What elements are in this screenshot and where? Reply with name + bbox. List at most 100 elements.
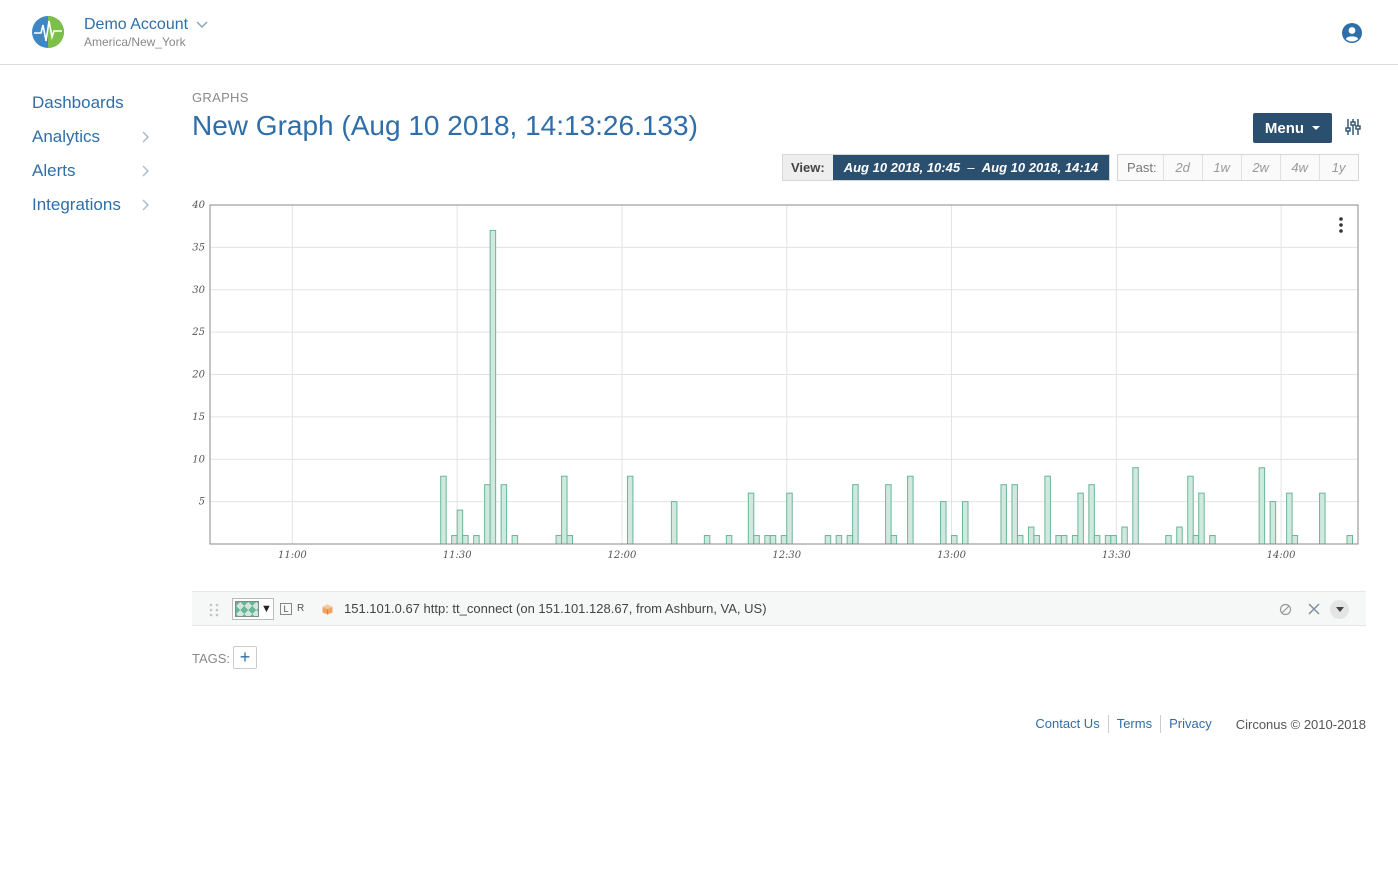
chart-bar xyxy=(1165,535,1172,545)
graph-datapoint-row: ▼ L R 151.101.0.67 http: tt_connect (on … xyxy=(192,591,1366,626)
chart-bar xyxy=(852,484,859,545)
chevron-down-icon xyxy=(196,21,208,29)
sidebar-item-integrations[interactable]: Integrations xyxy=(32,188,156,222)
footer-link-privacy[interactable]: Privacy xyxy=(1169,716,1212,731)
chart-bar xyxy=(1000,484,1007,545)
drag-handle-icon[interactable] xyxy=(208,602,220,618)
footer-link-contact[interactable]: Contact Us xyxy=(1027,715,1109,733)
x-tick-label: 12:00 xyxy=(608,550,637,561)
chart-bar xyxy=(780,535,788,545)
sidebar-item-analytics[interactable]: Analytics xyxy=(32,120,156,154)
view-start: Aug 10 2018, 10:45 xyxy=(843,160,961,175)
plot-frame xyxy=(209,204,1359,545)
chart-bar xyxy=(1033,535,1040,545)
past-option-1w[interactable]: 1w xyxy=(1201,155,1241,180)
footer-link-terms[interactable]: Terms xyxy=(1109,715,1162,733)
chart-bar xyxy=(511,535,519,545)
chart-bar xyxy=(753,535,760,545)
chart-bar xyxy=(440,475,447,545)
menu-button[interactable]: Menu xyxy=(1253,113,1332,143)
past-option-4w[interactable]: 4w xyxy=(1279,155,1319,180)
chart-bar xyxy=(1121,526,1128,545)
chart-bar xyxy=(764,535,771,545)
chart-options-icon[interactable] xyxy=(1339,217,1343,233)
view-range-selector[interactable]: View: Aug 10 2018, 10:45 – Aug 10 2018, … xyxy=(782,154,1111,181)
chevron-right-icon xyxy=(142,131,149,143)
y-tick-label: 35 xyxy=(192,242,205,253)
breadcrumb[interactable]: GRAPHS xyxy=(192,90,249,105)
account-name: Demo Account xyxy=(84,16,189,33)
past-option-2w[interactable]: 2w xyxy=(1240,155,1280,180)
chart-bar xyxy=(835,535,843,545)
chevron-right-icon xyxy=(142,165,149,177)
add-tag-button[interactable]: + xyxy=(233,646,257,669)
metric-type-icon xyxy=(322,604,333,615)
chart-bar xyxy=(484,484,491,545)
sidebar-item-label: Integrations xyxy=(32,195,121,214)
y-tick-label: 20 xyxy=(191,370,205,381)
chart-bar xyxy=(1088,484,1095,545)
x-axis: 11:00 11:30 12:00 12:30 13:00 13:30 14:00 xyxy=(278,550,1296,561)
metric-name[interactable]: 151.101.0.67 http: tt_connect (on 151.10… xyxy=(344,601,767,616)
chart-bar xyxy=(824,535,832,545)
caret-down-icon xyxy=(1312,126,1321,130)
past-option-1y[interactable]: 1y xyxy=(1318,155,1358,180)
chart-bar xyxy=(1110,535,1117,545)
account-timezone: America/New_York xyxy=(84,35,186,49)
past-label: Past: xyxy=(1127,160,1157,175)
chart-bar xyxy=(962,501,969,545)
top-bar: Demo Account America/New_York xyxy=(0,0,1398,65)
hide-series-icon[interactable] xyxy=(1279,603,1292,616)
chart-bar xyxy=(451,535,458,545)
sidebar-nav: Dashboards Analytics Alerts Integrations xyxy=(32,86,156,222)
page-title[interactable]: New Graph (Aug 10 2018, 14:13:26.133) xyxy=(192,110,698,141)
chart-bar xyxy=(1027,526,1035,545)
chart-bar xyxy=(1192,535,1200,545)
chart-bar xyxy=(1346,535,1354,545)
sidebar-item-alerts[interactable]: Alerts xyxy=(32,154,156,188)
sidebar-item-label: Alerts xyxy=(32,161,76,180)
chart-bar xyxy=(566,535,574,545)
chart-bar xyxy=(462,535,469,545)
chart-bar xyxy=(1209,535,1216,545)
view-label: View: xyxy=(783,155,833,180)
chart-bar xyxy=(670,501,678,545)
caret-down-icon xyxy=(1335,606,1344,612)
sidebar-item-label: Analytics xyxy=(32,127,101,146)
footer: Contact Us Terms Privacy Circonus © 2010… xyxy=(1027,715,1366,733)
axis-right-toggle[interactable]: R xyxy=(297,603,305,614)
circonus-logo[interactable] xyxy=(31,15,65,49)
tags-label: TAGS: xyxy=(192,651,231,666)
past-option-2d[interactable]: 2d xyxy=(1162,155,1202,180)
chart-bar xyxy=(786,492,793,545)
chart-bar xyxy=(489,229,497,545)
chart-bar xyxy=(907,475,914,545)
account-switcher[interactable]: Demo Account America/New_York xyxy=(84,15,208,49)
sidebar-item-dashboards[interactable]: Dashboards xyxy=(32,86,156,120)
chart-bar xyxy=(1258,467,1266,545)
copyright-text: Circonus © 2010-2018 xyxy=(1235,716,1366,732)
chart-bar xyxy=(561,475,568,545)
x-tick-label: 12:30 xyxy=(772,550,801,561)
axis-left-toggle[interactable]: L xyxy=(280,603,292,615)
remove-series-icon[interactable] xyxy=(1308,603,1320,615)
series-style-picker[interactable]: ▼ xyxy=(232,598,274,620)
chart-bar xyxy=(1104,535,1112,545)
chart-bar xyxy=(1055,535,1062,545)
chart-bar xyxy=(725,535,733,545)
user-icon[interactable] xyxy=(1341,22,1363,44)
chart-bar xyxy=(1269,501,1277,545)
chart-bar xyxy=(1016,535,1024,545)
chart-bar xyxy=(1093,535,1101,545)
x-tick-label: 14:00 xyxy=(1267,550,1296,561)
expand-series-icon[interactable] xyxy=(1330,600,1349,619)
chart-bar xyxy=(456,509,464,545)
chart-bar xyxy=(1286,492,1293,545)
sliders-icon[interactable] xyxy=(1345,118,1361,136)
graph-svg: 5 10 15 20 25 30 35 40 11:00 11:30 12:00 12:30 13:0… xyxy=(191,200,1359,561)
view-range[interactable]: Aug 10 2018, 10:45 – Aug 10 2018, 14:14 xyxy=(832,155,1110,180)
chart-grid xyxy=(210,204,1358,544)
chart-bar xyxy=(846,535,854,545)
chart-bar xyxy=(1077,492,1084,545)
chart-bar xyxy=(1319,492,1326,545)
